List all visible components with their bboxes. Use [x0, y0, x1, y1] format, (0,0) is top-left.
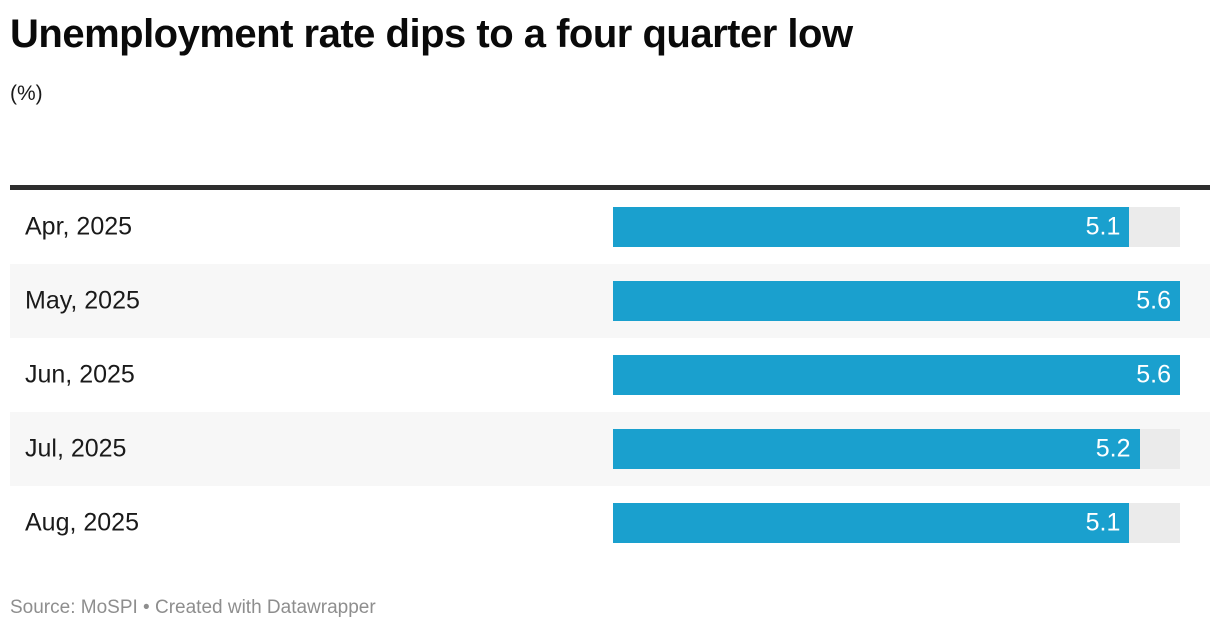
bar-chart: Apr, 2025 5.1 May, 2025 5.6 Jun, 2025 5.…: [10, 185, 1210, 560]
category-label: Apr, 2025: [25, 212, 133, 241]
bar-track: 5.6: [613, 355, 1180, 395]
value-label: 5.6: [1136, 286, 1171, 315]
bar-row: Aug, 2025 5.1: [10, 486, 1210, 560]
bar[interactable]: 5.2: [613, 429, 1140, 469]
source-attribution: Source: MoSPI • Created with Datawrapper: [10, 597, 376, 618]
bar-track: 5.1: [613, 503, 1180, 543]
bar-row: May, 2025 5.6: [10, 264, 1210, 338]
chart-subtitle: (%): [10, 82, 43, 105]
value-label: 5.6: [1136, 360, 1171, 389]
value-label: 5.2: [1095, 434, 1131, 463]
bar-row: Jul, 2025 5.2: [10, 412, 1210, 486]
bar-row: Jun, 2025 5.6: [10, 338, 1210, 412]
category-label: Jun, 2025: [25, 360, 135, 389]
category-label: Aug, 2025: [25, 508, 139, 537]
bar[interactable]: 5.1: [613, 207, 1130, 247]
value-label: 5.1: [1085, 508, 1121, 537]
value-label: 5.1: [1085, 212, 1121, 241]
bar[interactable]: 5.6: [613, 281, 1180, 321]
bar[interactable]: 5.1: [613, 503, 1130, 543]
category-label: May, 2025: [25, 286, 140, 315]
category-label: Jul, 2025: [25, 434, 127, 463]
page-title: Unemployment rate dips to a four quarter…: [10, 12, 853, 56]
bar-track: 5.1: [613, 207, 1180, 247]
bar[interactable]: 5.6: [613, 355, 1180, 395]
bar-row: Apr, 2025 5.1: [10, 190, 1210, 264]
bar-track: 5.2: [613, 429, 1180, 469]
bar-track: 5.6: [613, 281, 1180, 321]
